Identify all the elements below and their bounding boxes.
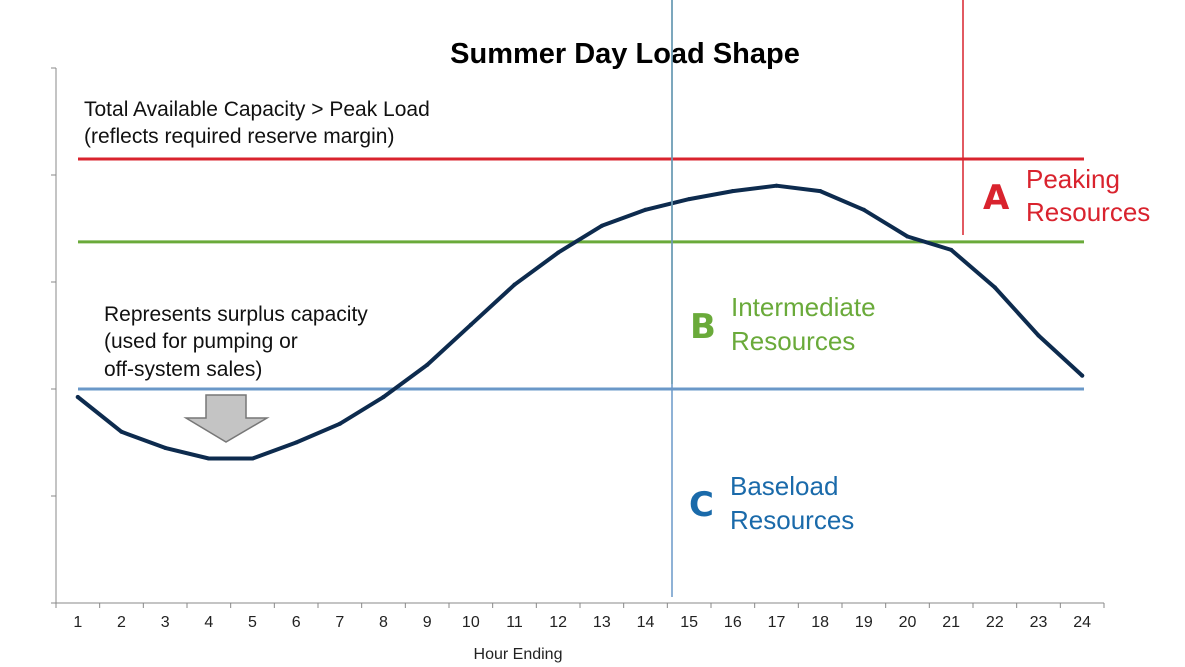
load-point [425,362,430,367]
load-series-line [75,183,1085,461]
load-point [381,395,386,400]
x-tick-label: 18 [811,614,829,631]
load-point [512,282,517,287]
x-tick-label: 20 [899,614,917,631]
x-tick-label: 14 [637,614,655,631]
load-point [687,197,692,202]
x-tick-label: 9 [423,614,432,631]
x-tick-label: 17 [768,614,786,631]
x-tick-label: 5 [248,614,257,631]
x-tick-label: 7 [335,614,344,631]
y-axis [51,67,57,604]
x-axis: 1 2 3 4 5 6 7 8 9 10 11 12 13 14 15 16 17 18 19 20 21 22 23 24 [55,602,1105,631]
load-point [75,395,80,400]
zone-a-label-line-1: Peaking [1026,164,1120,194]
load-point [992,285,997,290]
load-point [818,189,823,194]
load-point [599,223,604,228]
load-point [337,421,342,426]
y-axis-ticks [51,67,56,604]
zone-a-letter: A [983,178,1010,218]
x-tick-label: 6 [292,614,301,631]
zone-c-label-line-2: Resources [730,505,854,535]
load-series-points [75,183,1085,461]
surplus-down-arrow-icon [183,394,270,443]
x-tick-label: 1 [73,614,82,631]
zone-c-label-line-1: Baseload [730,471,838,501]
capacity-note-line-1: Total Available Capacity > Peak Load [84,98,430,121]
load-point [206,456,211,461]
x-tick-label: 22 [986,614,1004,631]
x-tick-label: 16 [724,614,742,631]
load-point [1080,373,1085,378]
zone-b-letter: B [690,307,716,347]
x-tick-label: 11 [506,614,523,631]
zone-b-label-line-1: Intermediate [731,292,876,322]
x-tick-label: 3 [161,614,170,631]
load-point [643,207,648,212]
load-point [468,322,473,327]
x-tick-label: 4 [204,614,213,631]
x-axis-tick-labels: 1 2 3 4 5 6 7 8 9 10 11 12 13 14 15 16 17 18 19 20 21 22 23 24 [73,614,1091,631]
x-tick-label: 19 [855,614,873,631]
x-tick-label: 24 [1073,614,1091,631]
load-point [1036,333,1041,338]
surplus-note: Represents surplus capacity (used for pu… [104,303,368,381]
load-point [119,429,124,434]
load-point [949,247,954,252]
x-tick-label: 8 [379,614,388,631]
surplus-note-line-3: off-system sales) [104,358,262,381]
zone-a-label-line-2: Resources [1026,197,1150,227]
x-axis-label: Hour Ending [474,646,563,663]
surplus-note-line-1: Represents surplus capacity [104,303,368,326]
load-point [861,207,866,212]
x-tick-label: 2 [117,614,126,631]
x-tick-label: 13 [593,614,611,631]
x-tick-label: 15 [680,614,698,631]
zone-b-label-line-2: Resources [731,326,855,356]
zone-c-marker: C Baseload Resources [671,0,854,597]
capacity-note: Total Available Capacity > Peak Load (re… [84,98,430,148]
capacity-note-line-2: (reflects required reserve margin) [84,125,394,148]
x-tick-label: 12 [549,614,567,631]
load-point [730,189,735,194]
zone-b-marker: B Intermediate Resources [671,0,876,384]
load-point [556,250,561,255]
chart-title: Summer Day Load Shape [450,38,800,70]
zone-c-letter: C [689,485,714,525]
x-tick-label: 23 [1030,614,1048,631]
x-axis-ticks [55,603,1105,608]
load-point [774,183,779,188]
x-tick-label: 10 [462,614,480,631]
load-point [163,445,168,450]
load-point [294,440,299,445]
zone-a-marker: A Peaking Resources [962,0,1150,235]
x-tick-label: 21 [942,614,960,631]
surplus-note-line-2: (used for pumping or [104,330,298,353]
load-point [250,456,255,461]
load-point [905,234,910,239]
